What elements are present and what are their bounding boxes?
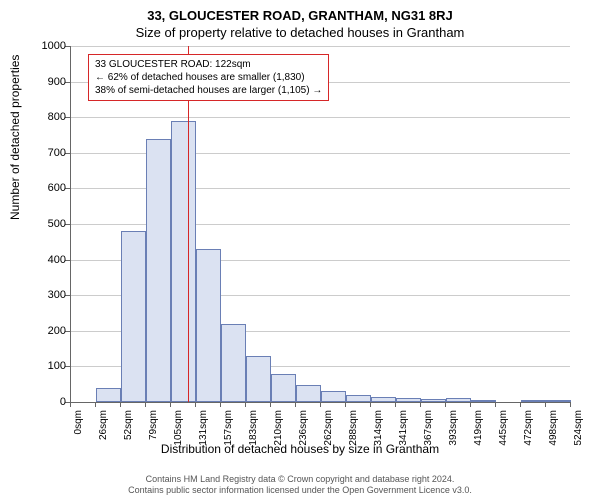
x-tick-label: 79sqm xyxy=(148,410,159,440)
histogram-bar xyxy=(171,121,196,402)
y-tick-label: 200 xyxy=(48,325,66,337)
y-tick-label: 300 xyxy=(48,289,66,301)
histogram-bar xyxy=(546,400,571,402)
x-tick-label: 52sqm xyxy=(123,410,134,440)
histogram-bar xyxy=(96,388,121,402)
y-tick-label: 400 xyxy=(48,254,66,266)
y-tick-label: 900 xyxy=(48,76,66,88)
x-tick-label: 131sqm xyxy=(198,410,209,446)
histogram-bar xyxy=(221,324,246,402)
x-tick-label: 210sqm xyxy=(273,410,284,446)
x-tick-label: 26sqm xyxy=(98,410,109,440)
x-tick-label: 105sqm xyxy=(173,410,184,446)
histogram-bar xyxy=(196,249,221,402)
histogram-bar xyxy=(346,395,371,402)
x-tick-label: 288sqm xyxy=(348,410,359,446)
annotation-line2: ← 62% of detached houses are smaller (1,… xyxy=(95,71,322,84)
histogram-bar xyxy=(296,385,321,402)
y-tick-label: 600 xyxy=(48,182,66,194)
x-tick-label: 419sqm xyxy=(473,410,484,446)
x-tick-label: 498sqm xyxy=(548,410,559,446)
histogram-bar xyxy=(321,391,346,402)
histogram-bar xyxy=(521,400,546,402)
y-tick-label: 500 xyxy=(48,218,66,230)
x-tick-label: 0sqm xyxy=(73,410,84,434)
histogram-bar xyxy=(371,397,396,402)
x-axis-label: Distribution of detached houses by size … xyxy=(0,442,600,456)
histogram-bar xyxy=(471,400,496,402)
x-tick-label: 367sqm xyxy=(423,410,434,446)
x-tick-label: 445sqm xyxy=(498,410,509,446)
annotation-line3: 38% of semi-detached houses are larger (… xyxy=(95,84,322,97)
x-tick-label: 236sqm xyxy=(298,410,309,446)
y-tick-label: 800 xyxy=(48,111,66,123)
annotation-box: 33 GLOUCESTER ROAD: 122sqm← 62% of detac… xyxy=(88,54,329,101)
y-tick-label: 100 xyxy=(48,360,66,372)
y-tick-label: 1000 xyxy=(42,40,66,52)
annotation-line1: 33 GLOUCESTER ROAD: 122sqm xyxy=(95,58,322,71)
histogram-bar xyxy=(121,231,146,402)
title-sub: Size of property relative to detached ho… xyxy=(0,23,600,46)
y-axis-label: Number of detached properties xyxy=(8,55,22,220)
histogram-bar xyxy=(446,398,471,402)
attribution-line1: Contains HM Land Registry data © Crown c… xyxy=(0,474,600,485)
x-tick-label: 157sqm xyxy=(223,410,234,446)
y-tick-label: 700 xyxy=(48,147,66,159)
x-tick-label: 524sqm xyxy=(573,410,584,446)
attribution-line2: Contains public sector information licen… xyxy=(0,485,600,496)
histogram-bar xyxy=(146,139,171,402)
histogram-bar xyxy=(246,356,271,402)
x-tick-label: 393sqm xyxy=(448,410,459,446)
attribution: Contains HM Land Registry data © Crown c… xyxy=(0,474,600,496)
histogram-bar xyxy=(421,399,446,402)
x-tick-label: 472sqm xyxy=(523,410,534,446)
histogram-bar xyxy=(396,398,421,402)
title-main: 33, GLOUCESTER ROAD, GRANTHAM, NG31 8RJ xyxy=(0,0,600,23)
histogram-bar xyxy=(271,374,296,402)
x-tick-label: 262sqm xyxy=(323,410,334,446)
x-tick-label: 341sqm xyxy=(398,410,409,446)
x-tick-label: 314sqm xyxy=(373,410,384,446)
x-tick-label: 183sqm xyxy=(248,410,259,446)
y-tick-label: 0 xyxy=(60,396,66,408)
